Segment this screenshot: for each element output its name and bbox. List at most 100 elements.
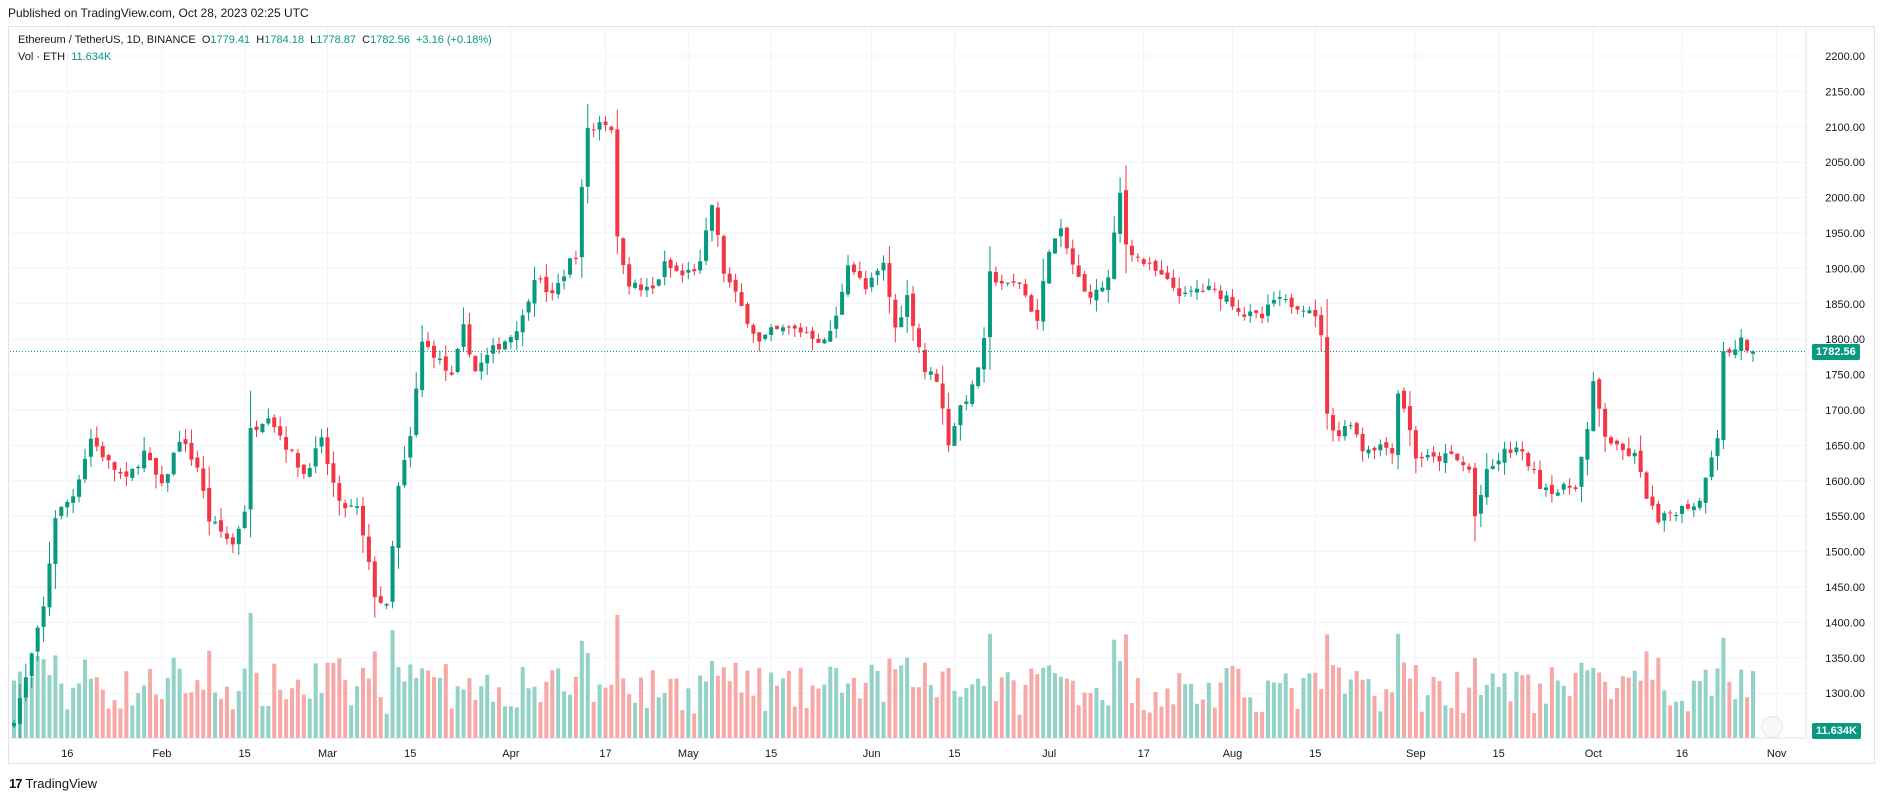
- candle-body: [508, 337, 513, 343]
- candle-body: [124, 471, 129, 477]
- candle-body: [224, 533, 229, 539]
- candle-body: [118, 471, 123, 474]
- candle-body: [1183, 292, 1188, 294]
- volume-bar: [715, 675, 720, 738]
- volume-bar: [1342, 693, 1347, 738]
- volume-bar: [1283, 673, 1288, 738]
- volume-bar: [999, 677, 1004, 738]
- volume-bar: [11, 680, 17, 738]
- candle-body: [1496, 460, 1501, 465]
- candle-body: [502, 341, 507, 350]
- volume-bar: [621, 678, 626, 738]
- candle-body: [159, 474, 164, 484]
- candle-body: [597, 122, 602, 130]
- candle-body: [579, 186, 584, 258]
- close-value: 1782.56: [370, 34, 410, 46]
- candle-body: [1632, 452, 1637, 457]
- candle-body: [822, 339, 827, 344]
- x-tick-label: Jul: [1042, 748, 1056, 760]
- candle-body: [1638, 450, 1643, 473]
- candle-body: [59, 506, 64, 517]
- candle-body: [573, 257, 578, 259]
- volume-bar: [1703, 669, 1708, 738]
- candle-body: [609, 126, 614, 131]
- volume-bar: [195, 680, 200, 738]
- candle-body: [366, 536, 371, 563]
- candle-body: [999, 280, 1004, 284]
- candle-body: [1697, 500, 1702, 508]
- candle-body: [491, 345, 496, 354]
- candle-body: [751, 325, 756, 334]
- volume-bar: [301, 694, 306, 738]
- volume-bar: [1591, 667, 1596, 738]
- volume-bar: [1076, 705, 1081, 738]
- candle-body: [183, 439, 188, 445]
- candle-body: [112, 462, 117, 470]
- volume-bar: [431, 676, 436, 738]
- candle-body: [1206, 285, 1211, 290]
- volume-bar: [668, 678, 673, 738]
- candle-body: [698, 261, 703, 271]
- volume-bar: [1402, 662, 1407, 738]
- volume-bar: [840, 692, 845, 738]
- candle-body: [633, 282, 638, 288]
- candle-body: [603, 121, 608, 126]
- volume-bar: [1336, 667, 1341, 738]
- x-tick-label: 17: [1138, 748, 1150, 760]
- tradingview-footer[interactable]: 17 TradingView: [9, 776, 97, 791]
- candle-body: [887, 263, 892, 297]
- volume-bar: [1532, 713, 1537, 738]
- candle-body: [1354, 423, 1359, 435]
- y-tick-label: 1750.00: [1825, 370, 1865, 382]
- volume-bar: [520, 666, 525, 738]
- volume-bar: [1390, 692, 1395, 738]
- candle-body: [692, 269, 697, 272]
- volume-bar: [934, 697, 939, 738]
- volume-bar: [1638, 680, 1643, 738]
- volume-bar: [1124, 634, 1129, 738]
- volume-bar: [1106, 705, 1111, 738]
- candle-body: [1472, 467, 1478, 517]
- volume-bar: [1289, 688, 1294, 738]
- volume-bar: [23, 683, 28, 738]
- candle-body: [1455, 453, 1460, 461]
- volume-bar: [289, 688, 295, 738]
- volume-bar: [1147, 712, 1152, 738]
- us-flag-icon[interactable]: [1761, 716, 1783, 738]
- candle-body: [100, 446, 105, 458]
- volume-bar: [390, 630, 395, 738]
- x-tick-label: 15: [239, 748, 251, 760]
- volume-bar: [1378, 711, 1383, 738]
- candle-body: [662, 261, 667, 278]
- candle-body: [656, 279, 661, 286]
- candle-body: [940, 383, 945, 409]
- volume-bar: [378, 697, 383, 738]
- candle-body: [1561, 484, 1566, 490]
- chart-frame[interactable]: [8, 26, 1875, 764]
- candle-body: [53, 518, 58, 564]
- volume-bar: [1478, 695, 1483, 738]
- volume-bar: [1206, 682, 1211, 738]
- volume-bar: [343, 680, 348, 738]
- candle-body: [1076, 265, 1081, 277]
- volume-legend: Vol · ETH 11.634K: [18, 51, 111, 63]
- y-tick-label: 1650.00: [1825, 440, 1865, 452]
- volume-bar: [905, 657, 910, 738]
- y-tick-label: 1900.00: [1825, 263, 1865, 275]
- candle-body: [567, 258, 573, 275]
- y-tick-label: 1800.00: [1825, 334, 1865, 346]
- candle-body: [106, 455, 111, 461]
- x-tick-label: Aug: [1223, 748, 1243, 760]
- last-volume-tag: 11.634K: [1812, 723, 1861, 739]
- volume-bar: [1508, 701, 1513, 738]
- candle-body: [1680, 505, 1685, 514]
- y-tick-label: 2000.00: [1825, 193, 1865, 205]
- candle-body: [130, 468, 135, 478]
- volume-bar: [591, 701, 596, 738]
- volume-bar: [970, 684, 975, 738]
- volume-bar: [325, 662, 330, 738]
- volume-bar: [698, 675, 703, 738]
- candle-body: [272, 417, 277, 428]
- volume-bar: [656, 697, 661, 738]
